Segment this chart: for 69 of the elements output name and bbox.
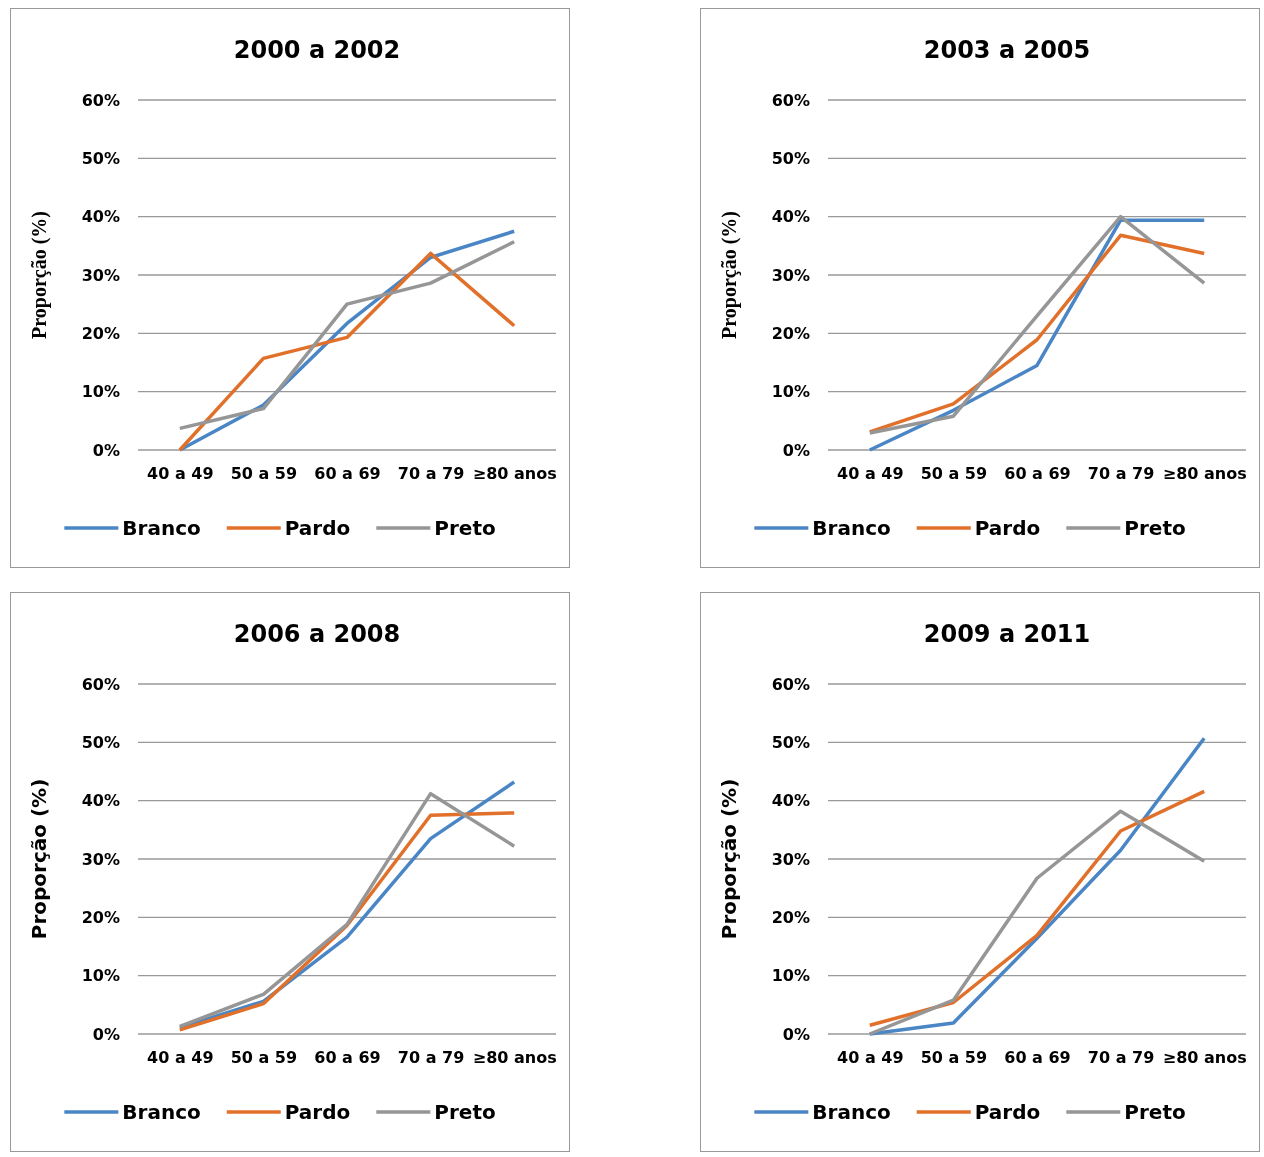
y-tick-label: 30% [81, 265, 120, 285]
x-tick-label: 50 a 59 [920, 464, 988, 484]
y-axis-title: Proporção (%) [718, 211, 741, 339]
x-tick-label: 70 a 79 [397, 1048, 465, 1068]
x-tick-label: 40 a 49 [837, 1048, 904, 1068]
x-tick-label: 50 a 59 [230, 1048, 298, 1068]
x-tick-label: 40 a 49 [837, 464, 904, 484]
y-tick-label: 20% [81, 907, 120, 927]
legend-label: Pardo [974, 1100, 1041, 1124]
legend-label: Pardo [284, 1100, 351, 1124]
y-tick-label: 60% [81, 90, 120, 110]
x-tick-label: 40 a 49 [147, 1048, 214, 1068]
line-series [868, 736, 1206, 1036]
legend-label: Branco [122, 1100, 201, 1124]
y-tick-label: 60% [81, 674, 120, 694]
x-tick-label: 60 a 69 [314, 1048, 381, 1068]
chart-title: 2009 a 2011 [923, 620, 1091, 648]
x-tick-label: 60 a 69 [1004, 1048, 1071, 1068]
x-tick-label: 50 a 59 [230, 464, 298, 484]
y-tick-label: 10% [771, 382, 810, 402]
y-tick-label: 50% [81, 148, 120, 168]
x-tick-label: 60 a 69 [314, 464, 381, 484]
legend-label: Pardo [284, 516, 351, 540]
chart-title: 2000 a 2002 [233, 36, 401, 64]
y-tick-label: 40% [771, 207, 810, 227]
y-tick-label: 0% [92, 440, 120, 460]
y-tick-label: 30% [771, 265, 810, 285]
y-tick-label: 0% [92, 1024, 120, 1044]
y-tick-label: 60% [771, 90, 810, 110]
x-tick-label: 60 a 69 [1004, 464, 1071, 484]
x-tick-label: 70 a 79 [397, 464, 465, 484]
legend-label: Preto [434, 516, 496, 540]
legend-label: Branco [812, 1100, 891, 1124]
x-tick-label: ≥80 anos [1162, 464, 1247, 484]
x-tick-label: ≥80 anos [472, 1048, 557, 1068]
x-tick-label: 50 a 59 [920, 1048, 988, 1068]
y-tick-label: 30% [771, 849, 810, 869]
y-axis-title: Proporção (%) [28, 211, 51, 339]
legend-label: Pardo [974, 516, 1041, 540]
y-tick-label: 10% [81, 966, 120, 986]
y-tick-label: 40% [771, 791, 810, 811]
y-axis-title: Proporção (%) [717, 778, 741, 940]
y-tick-label: 20% [81, 323, 120, 343]
y-tick-label: 0% [782, 1024, 810, 1044]
y-tick-label: 40% [81, 207, 120, 227]
y-tick-label: 30% [81, 849, 120, 869]
legend-label: Preto [1124, 1100, 1186, 1124]
y-tick-label: 60% [771, 674, 810, 694]
y-tick-label: 40% [81, 791, 120, 811]
y-tick-label: 50% [771, 148, 810, 168]
legend-label: Preto [434, 1100, 496, 1124]
legend-label: Branco [122, 516, 201, 540]
y-tick-label: 50% [771, 732, 810, 752]
y-axis-title: Proporção (%) [27, 778, 51, 940]
chart-title: 2006 a 2008 [233, 620, 401, 648]
legend-label: Branco [812, 516, 891, 540]
x-tick-label: 40 a 49 [147, 464, 214, 484]
y-tick-label: 20% [771, 323, 810, 343]
y-tick-label: 50% [81, 732, 120, 752]
y-tick-label: 10% [771, 966, 810, 986]
x-tick-label: ≥80 anos [1162, 1048, 1247, 1068]
x-tick-label: 70 a 79 [1087, 1048, 1155, 1068]
legend-label: Preto [1124, 516, 1186, 540]
y-tick-label: 10% [81, 382, 120, 402]
y-tick-label: 0% [782, 440, 810, 460]
x-tick-label: 70 a 79 [1087, 464, 1155, 484]
x-tick-label: ≥80 anos [472, 464, 557, 484]
y-tick-label: 20% [771, 907, 810, 927]
chart-title: 2003 a 2005 [923, 36, 1091, 64]
